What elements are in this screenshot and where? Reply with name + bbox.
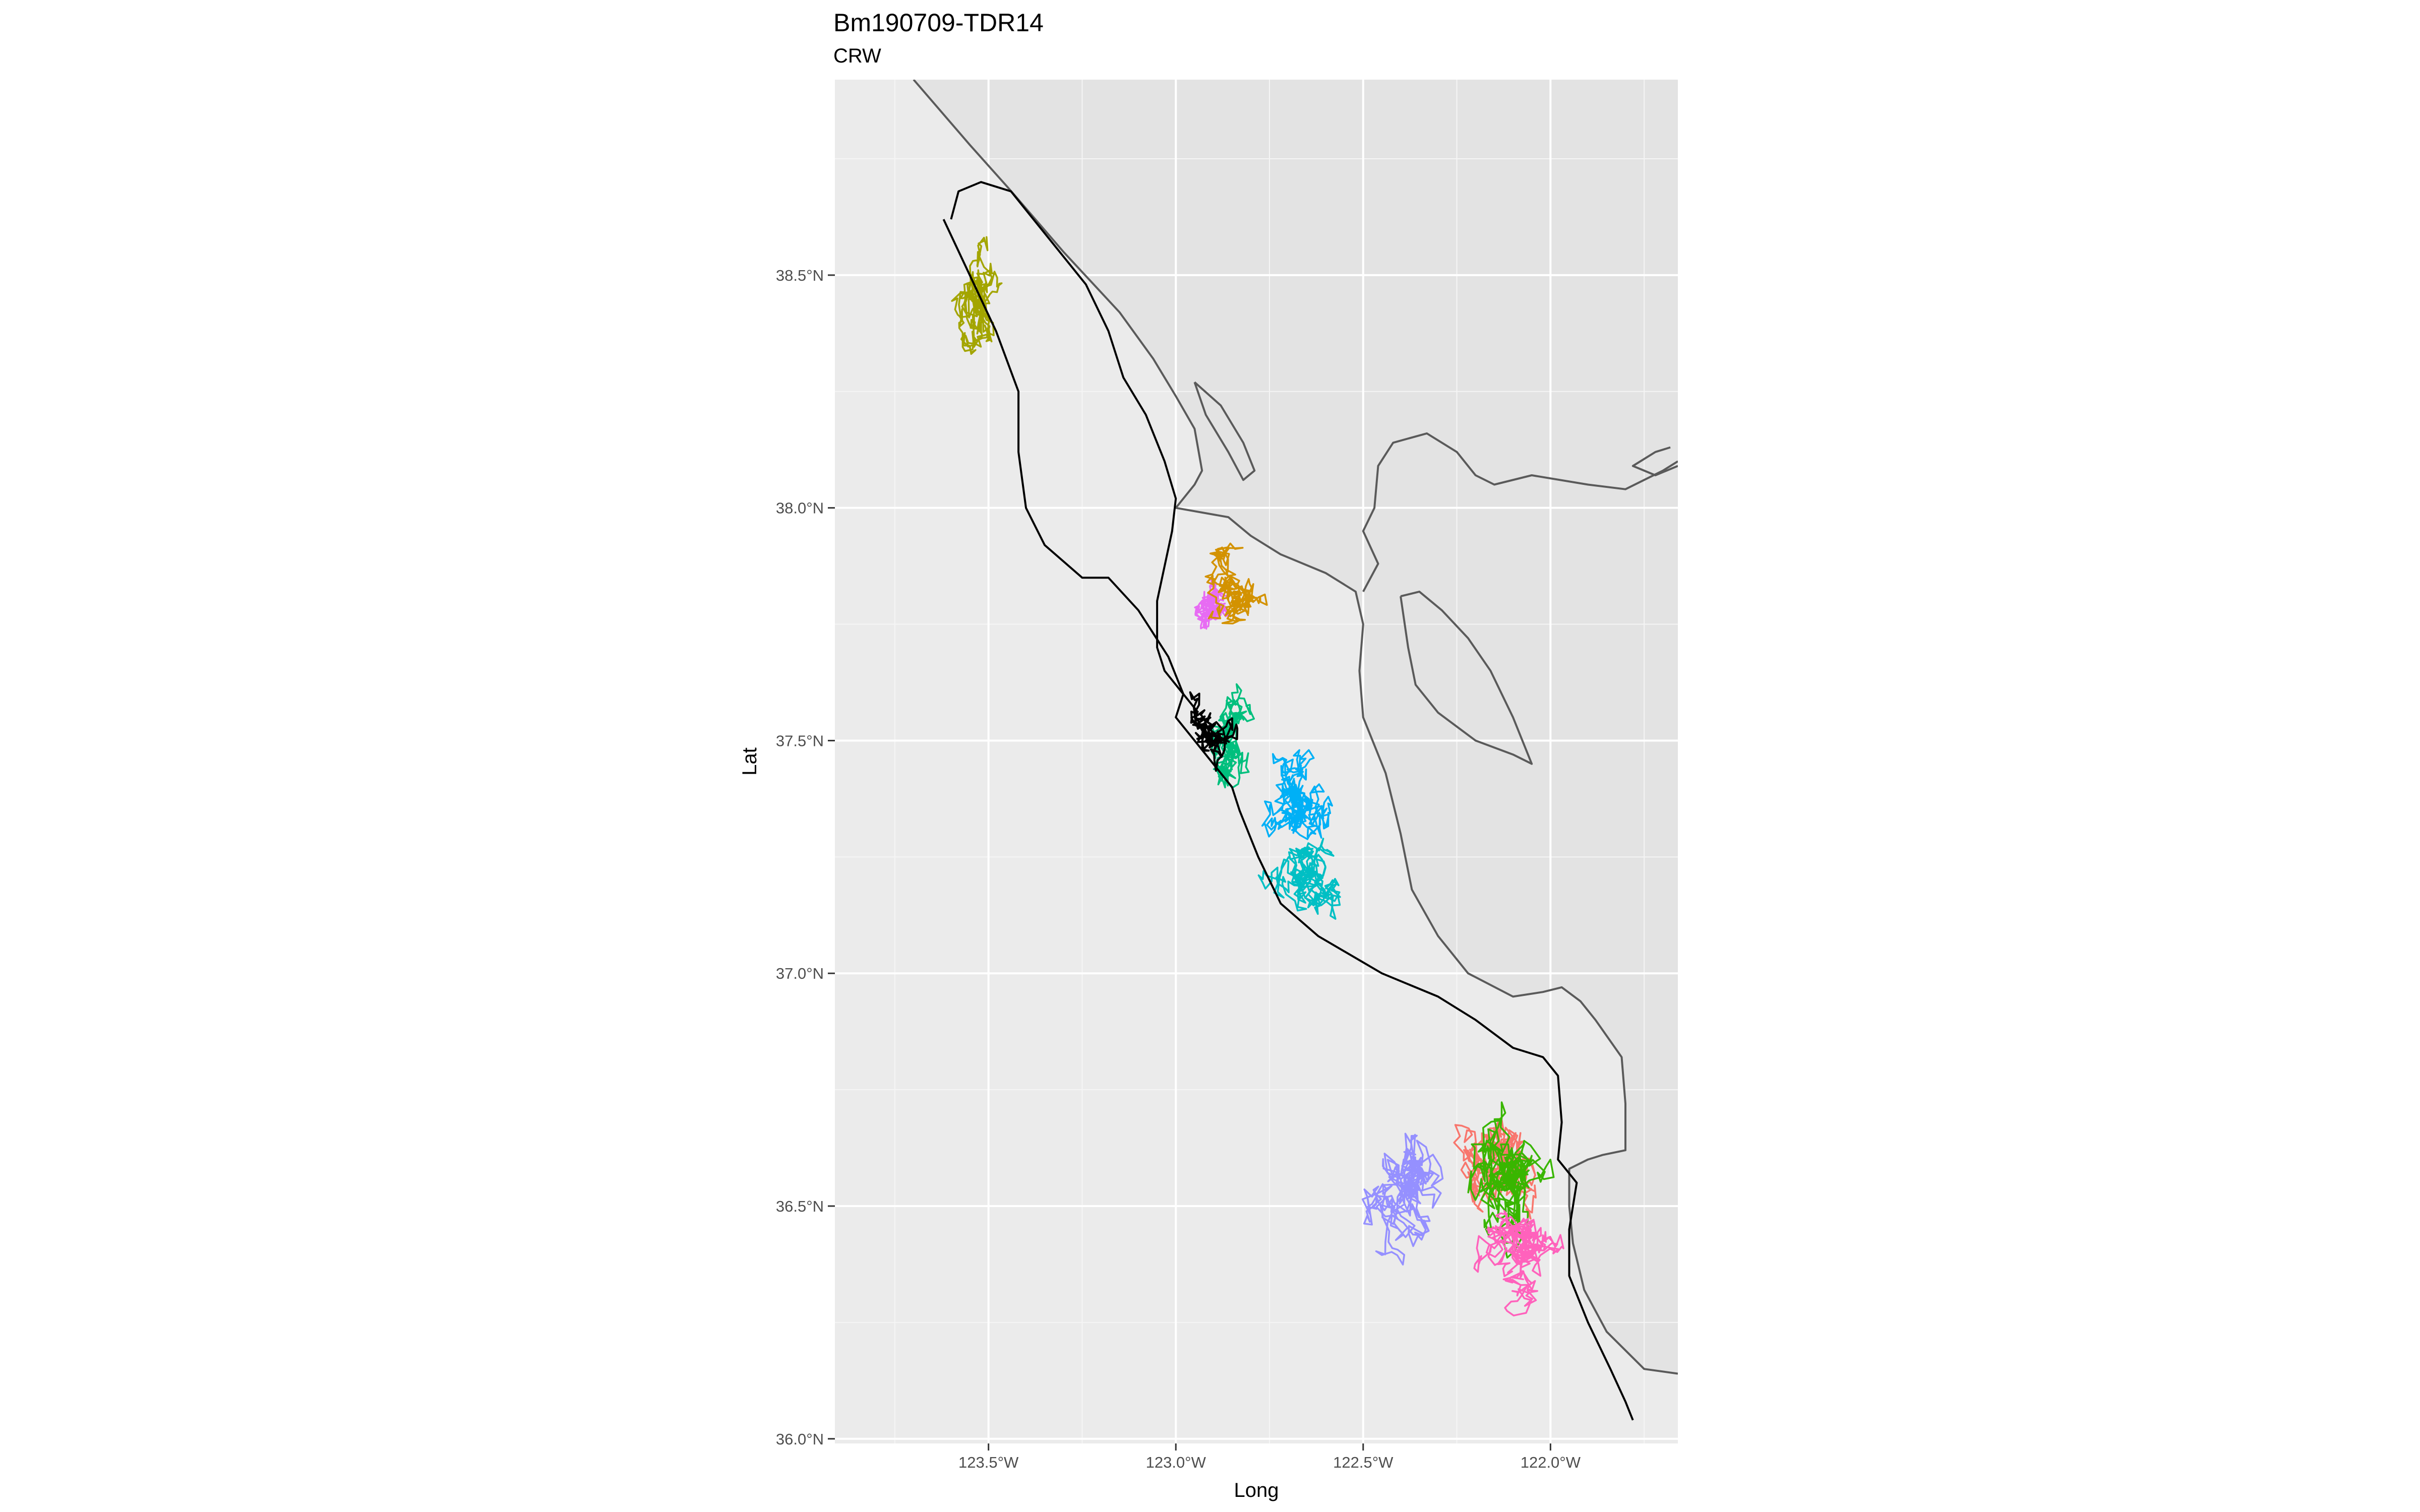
land-area <box>914 80 1678 1374</box>
x-tick-label: 123.0°W <box>1146 1454 1206 1471</box>
crw-track-5 <box>1261 749 1334 840</box>
x-tick-label: 122.5°W <box>1333 1454 1394 1471</box>
crw-track-10 <box>1473 1210 1564 1316</box>
grid-lines <box>835 80 1678 1443</box>
crw-track-1 <box>951 236 1003 355</box>
observed-track-loops <box>1189 691 1239 772</box>
crw-tracks <box>951 236 1564 1316</box>
observed-track <box>942 181 1634 1421</box>
coastline <box>1193 381 1256 481</box>
x-axis: 123.5°W 123.0°W 122.5°W 122.0°W <box>958 1443 1581 1471</box>
crw-track-3 <box>1204 542 1268 624</box>
land-layer <box>914 80 1678 1374</box>
coastline <box>913 80 1678 1375</box>
coastline <box>1631 446 1678 476</box>
coastline <box>1362 432 1678 592</box>
crw-track-6 <box>1257 838 1341 920</box>
coastline <box>1400 590 1533 765</box>
x-tick-label: 123.5°W <box>958 1454 1019 1471</box>
x-axis-title: Long <box>1234 1479 1279 1501</box>
coastline-layer <box>913 80 1678 1375</box>
plot-subtitle: CRW <box>833 45 881 67</box>
crw-track-7 <box>1361 1132 1444 1266</box>
crw-track-9 <box>1467 1101 1555 1259</box>
plot-title: Bm190709-TDR14 <box>833 9 1044 37</box>
y-tick-label: 38.0°N <box>776 499 824 517</box>
y-axis: 36.0°N 36.5°N 37.0°N 37.5°N 38.0°N 38.5°N <box>776 267 835 1448</box>
y-tick-label: 36.5°N <box>776 1198 824 1215</box>
observed-track-east <box>950 181 1199 714</box>
x-tick-label: 122.0°W <box>1521 1454 1581 1471</box>
y-tick-label: 38.5°N <box>776 267 824 284</box>
y-axis-title: Lat <box>739 747 761 776</box>
y-tick-label: 36.0°N <box>776 1430 824 1448</box>
y-tick-label: 37.0°N <box>776 965 824 982</box>
y-tick-label: 37.5°N <box>776 732 824 749</box>
observed-track-west <box>942 219 1634 1421</box>
